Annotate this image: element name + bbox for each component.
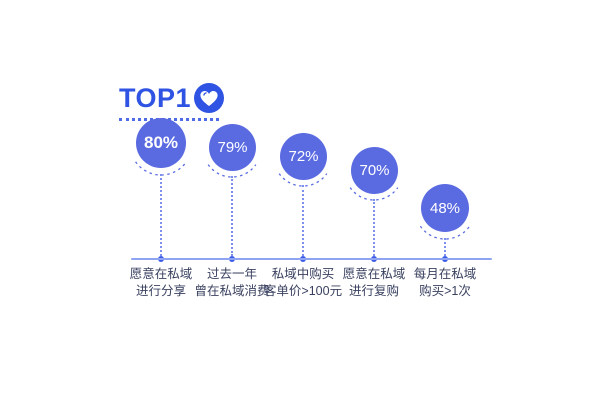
leader-dotted-line xyxy=(160,174,162,256)
category-label-line: 过去一年 xyxy=(206,267,257,281)
leader-dotted-line xyxy=(373,199,375,256)
category-label-5: 每月在私域 购买>1次 xyxy=(385,266,505,300)
category-label-line: 客单价>100元 xyxy=(263,284,343,298)
bubble-dashed-arc xyxy=(207,164,257,178)
category-label-line: 购买>1次 xyxy=(419,284,471,298)
category-label-line: 每月在私域 xyxy=(413,267,477,281)
leader-dotted-line xyxy=(302,185,304,256)
leader-dotted-line xyxy=(444,238,446,256)
category-label-line: 进行分享 xyxy=(135,284,186,298)
category-label-line: 愿意在私域 xyxy=(129,267,193,281)
bubble-value-2: 79% xyxy=(209,124,256,171)
bubble-value-3: 72% xyxy=(280,133,327,180)
category-label-line: 愿意在私域 xyxy=(342,267,406,281)
bubble-dashed-arc xyxy=(419,225,471,240)
category-label-2: 过去一年 曾在私域消费 xyxy=(172,266,292,300)
category-label-line: 曾在私域消费 xyxy=(194,284,270,298)
bubble-dashed-arc xyxy=(349,187,399,201)
bubble-dashed-arc xyxy=(278,173,328,187)
bubble-dashed-arc xyxy=(135,161,187,176)
category-label-line: 私域中购买 xyxy=(271,267,335,281)
category-label-4: 愿意在私域 进行复购 xyxy=(314,266,434,300)
axis-baseline xyxy=(131,258,492,260)
bubble-value-4: 70% xyxy=(351,147,398,194)
category-label-line: 进行复购 xyxy=(348,284,399,298)
leader-dotted-line xyxy=(231,176,233,256)
chart-title-block: TOP1 xyxy=(119,83,225,113)
heart-badge-icon xyxy=(194,83,225,113)
bubble-value-5: 48% xyxy=(421,184,469,232)
chart-title: TOP1 xyxy=(119,83,192,113)
category-label-3: 私域中购买 客单价>100元 xyxy=(243,266,363,300)
bubble-value-1: 80% xyxy=(136,118,186,168)
category-label-1: 愿意在私域 进行分享 xyxy=(101,266,221,300)
